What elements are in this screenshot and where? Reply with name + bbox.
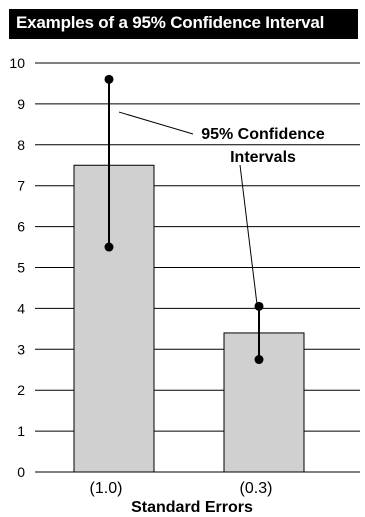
- error-bar-lower-point: [104, 242, 114, 252]
- bar: [223, 332, 305, 473]
- y-tick-labels: 0 1 2 3 4 5 6 7 8 9 10: [9, 55, 25, 480]
- error-bar-lower-point: [254, 355, 264, 365]
- y-tick-label: 0: [17, 464, 25, 480]
- y-tick-label: 8: [17, 137, 25, 153]
- y-tick-label: 7: [17, 178, 25, 194]
- bars: [73, 164, 305, 473]
- x-category-label: (0.3): [240, 480, 273, 497]
- annotation-line-2: Intervals: [230, 149, 296, 166]
- y-tick-label: 1: [17, 423, 25, 439]
- x-category-labels: (1.0) (0.3): [90, 480, 273, 497]
- bar: [73, 164, 155, 473]
- y-tick-label: 10: [9, 55, 25, 71]
- y-tick-label: 4: [17, 300, 25, 316]
- error-bar-upper-point: [104, 74, 114, 84]
- x-category-label: (1.0): [90, 480, 123, 497]
- error-bar-upper-point: [254, 301, 264, 311]
- x-axis-label: Standard Errors: [131, 499, 253, 516]
- y-tick-label: 2: [17, 382, 25, 398]
- y-tick-label: 9: [17, 96, 25, 112]
- chart-title-bar: Examples of a 95% Confidence Interval: [9, 9, 358, 39]
- y-tick-label: 5: [17, 260, 25, 276]
- chart-title: Examples of a 95% Confidence Interval: [16, 13, 325, 32]
- y-tick-label: 3: [17, 341, 25, 357]
- annotation-line-1: 95% Confidence: [201, 126, 325, 143]
- y-tick-label: 6: [17, 219, 25, 235]
- annotation-leader-line-1: [118, 111, 194, 135]
- annotation-leader-line-2: [239, 164, 258, 305]
